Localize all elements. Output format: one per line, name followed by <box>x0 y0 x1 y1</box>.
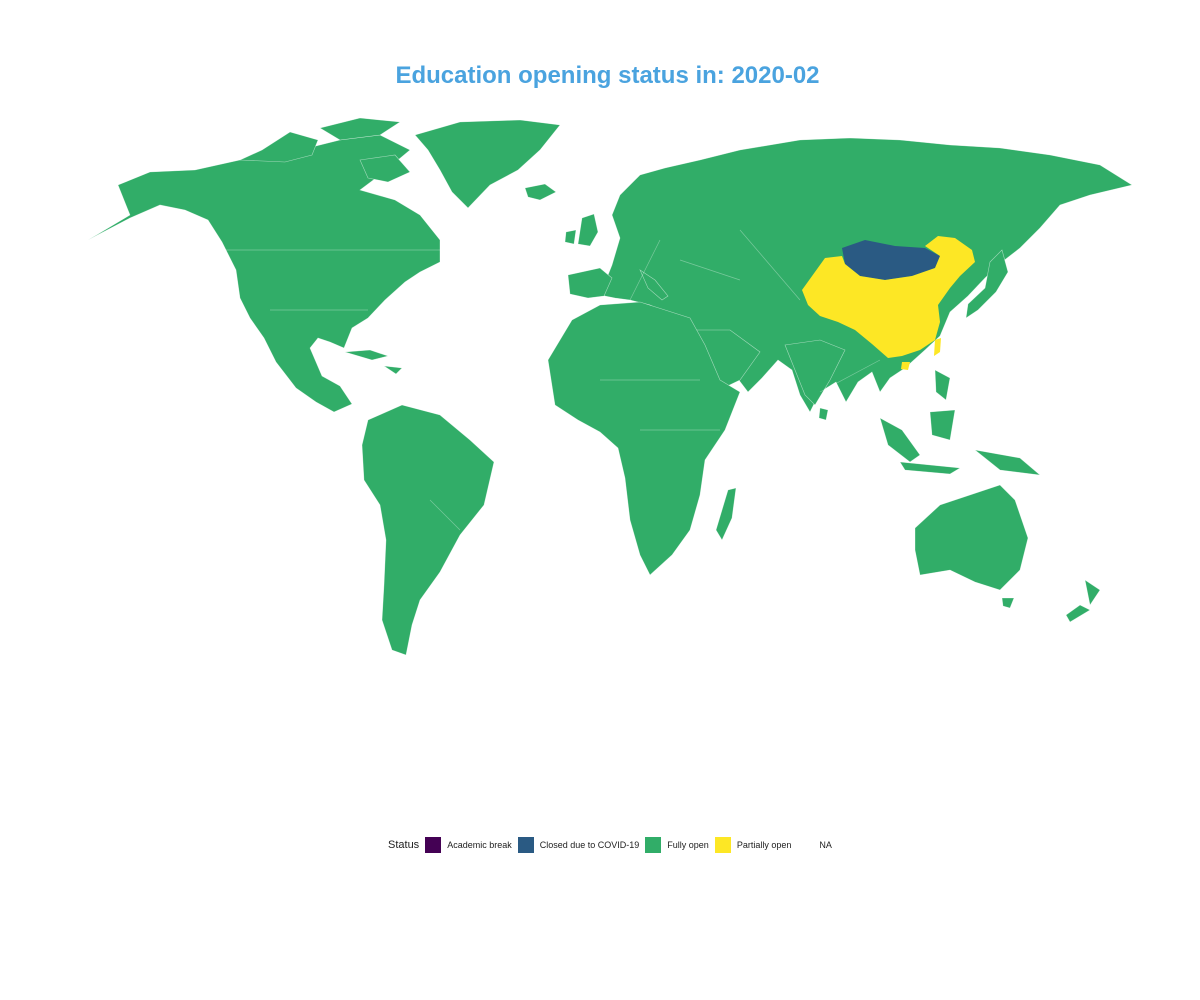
land-madagascar <box>715 487 737 541</box>
legend-swatch-academic-break <box>425 837 442 853</box>
land-tasmania <box>1001 597 1015 609</box>
land-british-isles <box>564 213 599 247</box>
land-caribbean <box>344 349 403 375</box>
legend-swatch-fully-open <box>645 837 662 853</box>
land-italy <box>639 269 669 301</box>
land-arctic-islands <box>239 117 411 183</box>
legend-item-na: NA <box>797 837 832 853</box>
legend-item-partially-open: Partially open <box>714 837 792 853</box>
region-mongolia <box>842 240 940 280</box>
legend-item-academic-break: Academic break <box>425 837 512 853</box>
legend-swatch-na <box>797 837 813 853</box>
legend-label-academic-break: Academic break <box>447 840 512 850</box>
legend-label-partially-open: Partially open <box>736 840 792 850</box>
legend-title: Status <box>388 839 420 851</box>
region-china <box>802 236 975 358</box>
legend-swatch-closed <box>517 837 534 853</box>
land-north-america <box>87 134 441 413</box>
land-sri-lanka <box>818 407 829 421</box>
country-borders <box>200 229 881 531</box>
legend-label-closed: Closed due to COVID-19 <box>539 840 640 850</box>
land-southeast-asia-islands <box>879 369 1041 476</box>
legend-label-na: NA <box>819 840 832 850</box>
map-legend: Status Academic break Closed due to COVI… <box>388 835 838 855</box>
land-india <box>784 339 846 406</box>
land-south-america <box>361 404 495 656</box>
land-greenland <box>414 119 561 209</box>
legend-item-fully-open: Fully open <box>645 837 709 853</box>
legend-label-fully-open: Fully open <box>667 840 709 850</box>
land-iceland <box>524 183 557 201</box>
land-iberia <box>567 267 613 299</box>
region-taiwan <box>934 338 941 356</box>
map-title: Education opening status in: 2020-02 <box>395 62 820 89</box>
legend-swatch-partially-open <box>714 837 731 853</box>
land-australia <box>914 484 1029 591</box>
land-japan <box>965 249 1009 319</box>
land-africa <box>547 301 741 576</box>
region-hainan <box>901 362 910 370</box>
land-new-zealand <box>1065 579 1101 623</box>
legend-item-closed: Closed due to COVID-19 <box>517 837 640 853</box>
